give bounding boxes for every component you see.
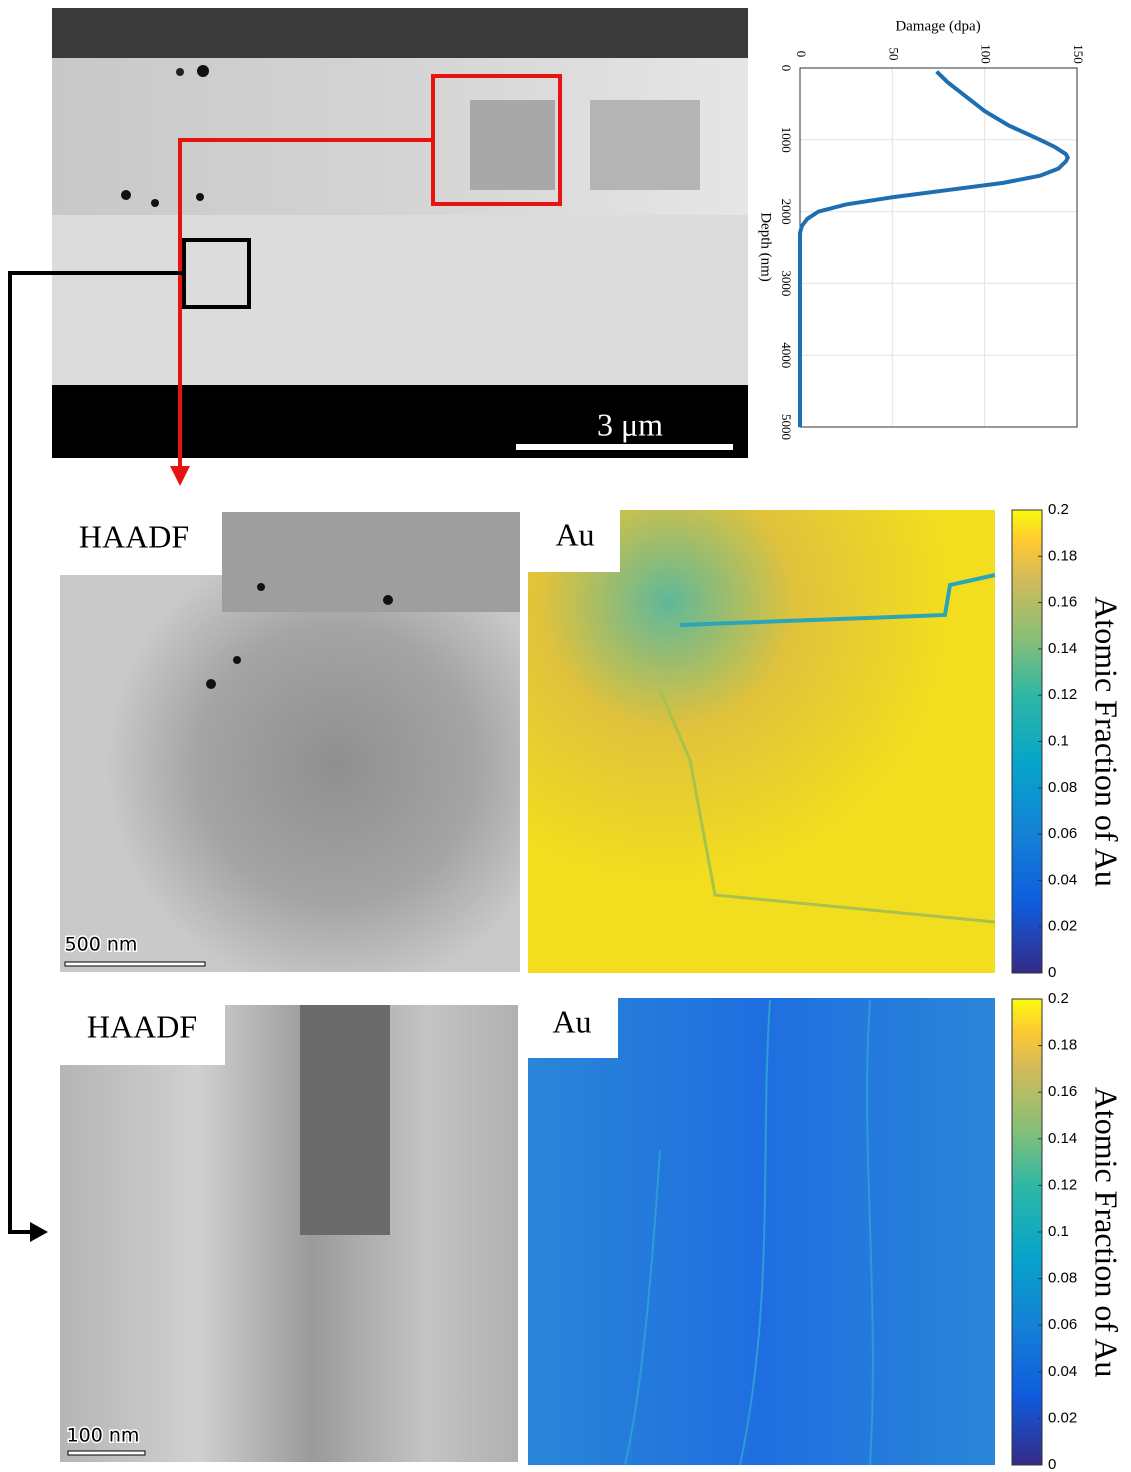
x-tick-label: 4000: [779, 342, 794, 368]
tick-label: 0.06: [1048, 825, 1077, 842]
y-tick-label: 150: [1071, 44, 1086, 64]
tick-label: 0.16: [1048, 594, 1077, 611]
black-arrow: [8, 271, 184, 1234]
x-tick-label: 1000: [779, 127, 794, 153]
tick-label: 0.1: [1048, 1223, 1069, 1240]
colorbar: [1011, 998, 1043, 1466]
colorbar: [1011, 509, 1043, 974]
tick-label: 0.18: [1048, 547, 1077, 564]
tick-label: 0.2: [1048, 990, 1069, 1007]
x-tick-label: 0: [779, 65, 794, 72]
tick-label: 0.2: [1048, 501, 1069, 518]
x-tick-label: 3000: [779, 270, 794, 296]
tick-label: 0.14: [1048, 1130, 1077, 1147]
plot-area: [799, 67, 1078, 428]
y-tick-label: 100: [979, 44, 994, 64]
haadf-image-top: HAADF 500 nm: [60, 512, 520, 972]
haadf-image-bottom: HAADF 100 nm: [60, 1005, 518, 1462]
red-arrow-head: [170, 466, 190, 486]
panel-label: Au: [552, 1003, 591, 1039]
tick-label: 0.12: [1048, 1176, 1077, 1193]
tick-label: 0.02: [1048, 918, 1077, 935]
black-arrow-head: [30, 1222, 48, 1242]
tick-label: 0.04: [1048, 871, 1077, 888]
panel-label: Au: [555, 516, 594, 552]
tick-label: 0: [1048, 1456, 1056, 1472]
scale-label: 500 nm: [65, 934, 138, 956]
colorbar-label: Atomic Fraction of Au: [1089, 596, 1125, 887]
tick-label: 0.16: [1048, 1083, 1077, 1100]
damage-line: [798, 70, 1071, 427]
axis-title: Damage (dpa): [895, 18, 980, 34]
scale-label: 3 μm: [597, 406, 663, 442]
tick-label: 0.18: [1048, 1037, 1077, 1054]
au-map-bottom: Au: [528, 998, 995, 1466]
panel-label: HAADF: [79, 518, 189, 554]
panel-label: HAADF: [87, 1008, 197, 1044]
tick-label: 0.14: [1048, 640, 1077, 657]
tick-label: 0.06: [1048, 1316, 1077, 1333]
tick-label: 0: [1048, 964, 1056, 981]
tick-label: 0.12: [1048, 686, 1077, 703]
overview-image: 3 μm: [52, 8, 748, 458]
axis-title: Depth (nm): [758, 212, 774, 282]
x-tick-label: 2000: [779, 199, 794, 225]
tick-label: 0.02: [1048, 1409, 1077, 1426]
y-tick-label: 50: [886, 48, 901, 61]
red-arrow: [178, 138, 433, 468]
tick-label: 0.08: [1048, 779, 1077, 796]
y-tick-label: 0: [794, 51, 809, 58]
scale-label: 100 nm: [67, 1425, 140, 1447]
tick-label: 0.08: [1048, 1270, 1077, 1287]
x-tick-label: 5000: [779, 414, 794, 440]
au-map-top: Au: [528, 510, 996, 973]
colorbar-label: Atomic Fraction of Au: [1089, 1087, 1125, 1378]
tick-label: 0.04: [1048, 1363, 1077, 1380]
tick-label: 0.1: [1048, 732, 1069, 749]
